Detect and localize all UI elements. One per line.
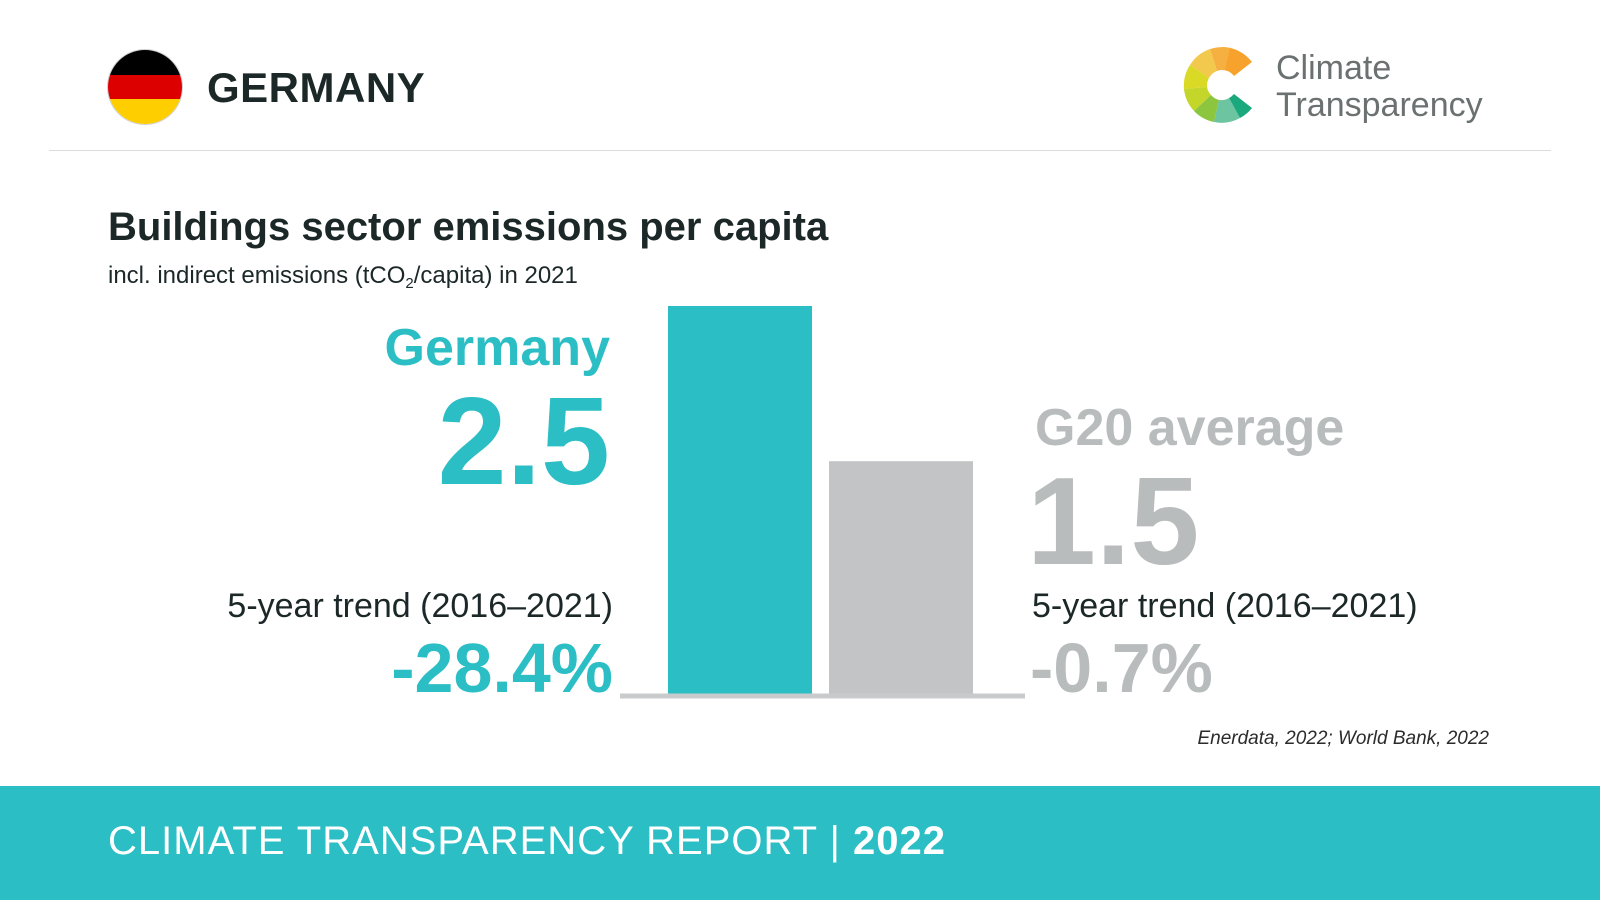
chart-subtitle: incl. indirect emissions (tCO2/capita) i… [108, 262, 578, 292]
footer-bar: CLIMATE TRANSPARENCY REPORT | 2022 [0, 786, 1600, 900]
g20-label: G20 average [1035, 399, 1345, 457]
footer-text: CLIMATE TRANSPARENCY REPORT | 2022 [108, 819, 946, 864]
climate-transparency-logo: Climate Transparency [1180, 40, 1483, 130]
g20-trend-value: -0.7% [1030, 629, 1213, 707]
germany-value: 2.5 [437, 373, 610, 511]
header-divider [49, 150, 1551, 151]
footer-label: CLIMATE TRANSPARENCY REPORT | [108, 819, 853, 863]
bar-germany [668, 306, 812, 694]
subtitle-after: /capita) in 2021 [413, 262, 578, 289]
g20-value: 1.5 [1027, 453, 1200, 591]
country-name: GERMANY [207, 64, 426, 111]
logo-line-1: Climate [1276, 49, 1392, 87]
footer-year: 2022 [853, 819, 946, 863]
germany-label: Germany [384, 319, 610, 377]
source-note: Enerdata, 2022; World Bank, 2022 [1197, 728, 1489, 749]
flag-stripe-red [108, 74, 182, 100]
logo-line-2: Transparency [1276, 86, 1483, 124]
subtitle-sub: 2 [405, 275, 414, 292]
flag-stripe-gold [108, 99, 182, 124]
bar-chart [620, 306, 1025, 699]
germany-trend-label: 5-year trend (2016–2021) [227, 587, 613, 625]
g20-trend-label: 5-year trend (2016–2021) [1032, 587, 1418, 625]
logo-wordmark: Climate Transparency [1276, 50, 1483, 124]
germany-flag-icon [108, 50, 182, 124]
logo-icon [1183, 47, 1252, 123]
bar-g20-average [829, 461, 973, 694]
flag-stripe-black [108, 50, 182, 75]
germany-trend-value: -28.4% [391, 629, 613, 707]
subtitle-before: incl. indirect emissions (tCO [108, 262, 406, 289]
chart-title: Buildings sector emissions per capita [108, 205, 829, 249]
